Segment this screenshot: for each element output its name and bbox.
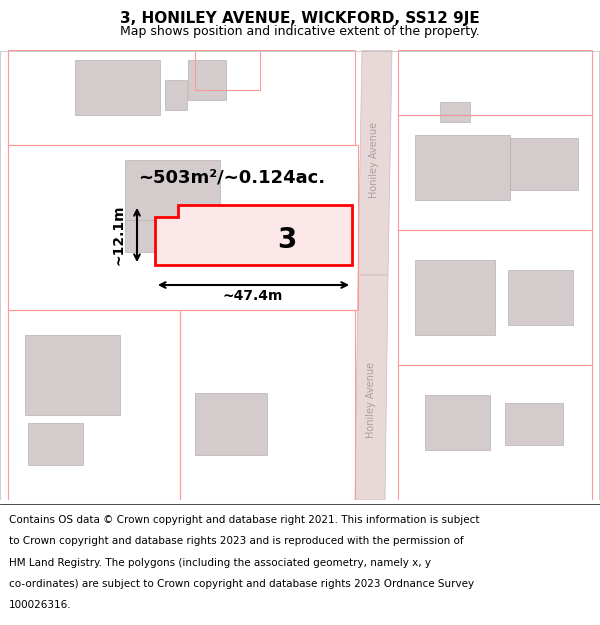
Bar xyxy=(260,223,315,255)
Text: Honiley Avenue: Honiley Avenue xyxy=(366,362,376,438)
Text: ~47.4m: ~47.4m xyxy=(223,289,283,303)
Bar xyxy=(28,423,83,465)
Bar xyxy=(440,102,470,122)
Text: HM Land Registry. The polygons (including the associated geometry, namely x, y: HM Land Registry. The polygons (includin… xyxy=(9,558,431,568)
Polygon shape xyxy=(358,50,392,275)
Polygon shape xyxy=(355,275,388,500)
Text: Contains OS data © Crown copyright and database right 2021. This information is : Contains OS data © Crown copyright and d… xyxy=(9,515,479,525)
Bar xyxy=(508,270,573,325)
Bar xyxy=(125,160,220,220)
Bar xyxy=(195,393,267,455)
Text: ~12.1m: ~12.1m xyxy=(111,205,125,265)
Text: 3: 3 xyxy=(277,226,296,254)
Bar xyxy=(75,60,160,115)
Text: 100026316.: 100026316. xyxy=(9,600,71,610)
Text: co-ordinates) are subject to Crown copyright and database rights 2023 Ordnance S: co-ordinates) are subject to Crown copyr… xyxy=(9,579,474,589)
Bar xyxy=(415,260,495,335)
Bar xyxy=(165,80,187,110)
Text: to Crown copyright and database rights 2023 and is reproduced with the permissio: to Crown copyright and database rights 2… xyxy=(9,536,464,546)
Text: ~503m²/~0.124ac.: ~503m²/~0.124ac. xyxy=(139,169,326,187)
Polygon shape xyxy=(155,205,352,265)
Text: Map shows position and indicative extent of the property.: Map shows position and indicative extent… xyxy=(120,24,480,38)
Text: Honiley Avenue: Honiley Avenue xyxy=(369,122,379,198)
Bar xyxy=(162,223,257,255)
Text: 3, HONILEY AVENUE, WICKFORD, SS12 9JE: 3, HONILEY AVENUE, WICKFORD, SS12 9JE xyxy=(120,11,480,26)
Bar xyxy=(25,335,120,415)
Bar xyxy=(505,403,563,445)
Bar xyxy=(510,138,578,190)
Bar xyxy=(125,220,177,252)
Bar xyxy=(415,135,510,200)
Bar xyxy=(425,395,490,450)
Bar xyxy=(188,60,226,100)
